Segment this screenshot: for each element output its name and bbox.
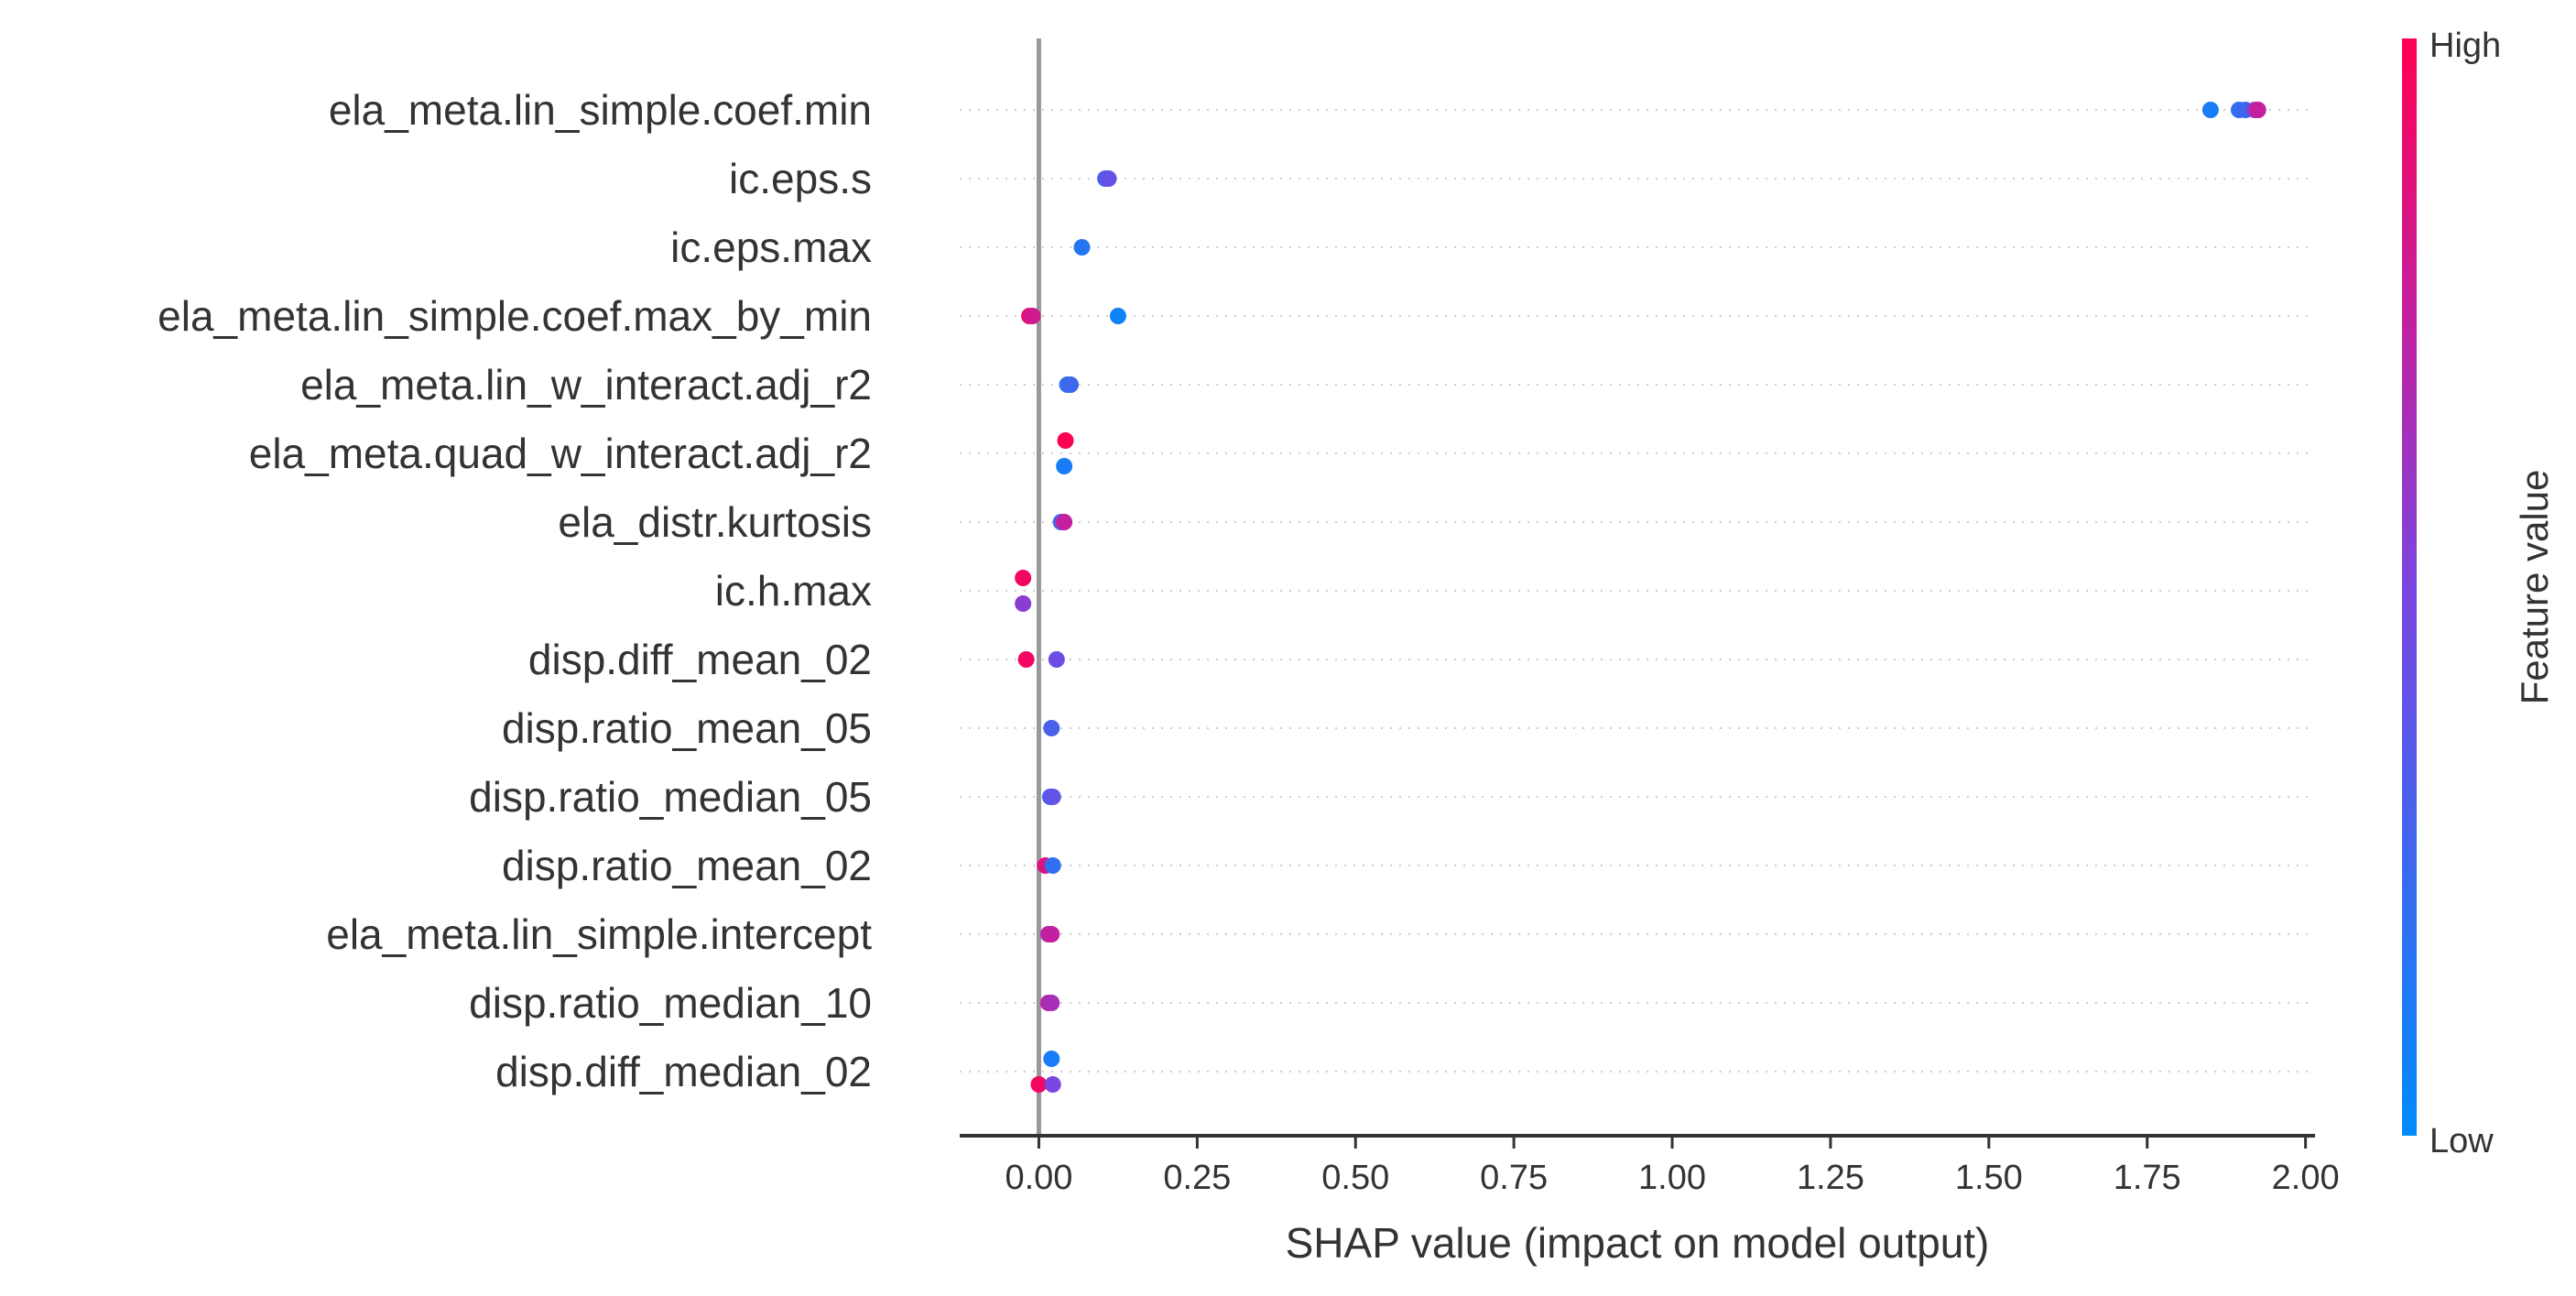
feature-label: ic.eps.max — [670, 223, 872, 271]
shap-point — [1015, 595, 1032, 612]
feature-labels: ela_meta.lin_simple.coef.min ic.eps.s ic.e… — [158, 86, 872, 1095]
shap-point — [2201, 102, 2219, 118]
shap-point — [1044, 1076, 1061, 1093]
shap-point — [1015, 570, 1032, 586]
shap-point — [1100, 170, 1117, 187]
x-ticks: 0.00 0.25 0.50 0.75 1.00 1.25 1.50 1.75 2.00 — [1005, 1136, 2340, 1197]
row-guide-lines — [960, 109, 2315, 1073]
shap-point — [1048, 651, 1065, 668]
shap-point — [1030, 1076, 1048, 1093]
x-tick-label: 1.00 — [1638, 1159, 1706, 1197]
x-tick-label: 0.00 — [1005, 1159, 1072, 1197]
x-axis: 0.00 0.25 0.50 0.75 1.00 1.25 1.50 1.75 2.00 SHA… — [960, 1134, 2340, 1267]
shap-point — [1043, 995, 1060, 1011]
feature-label: disp.ratio_median_10 — [469, 979, 872, 1027]
shap-point — [1056, 458, 1073, 474]
shap-point — [1017, 651, 1035, 668]
feature-label: disp.diff_median_02 — [495, 1048, 872, 1095]
feature-label: ic.h.max — [715, 567, 872, 615]
shap-point — [1057, 432, 1074, 449]
shap-point — [2249, 102, 2266, 118]
x-tick-label: 0.25 — [1163, 1159, 1231, 1197]
feature-label: disp.diff_mean_02 — [528, 636, 872, 683]
shap-point — [1043, 1051, 1060, 1067]
x-tick-label: 0.75 — [1480, 1159, 1548, 1197]
x-tick-label: 1.25 — [1797, 1159, 1864, 1197]
shap-point — [1043, 720, 1060, 736]
x-tick-label: 2.00 — [2272, 1159, 2340, 1197]
x-tick-label: 1.50 — [1955, 1159, 2023, 1197]
feature-label: ela_meta.lin_simple.coef.min — [329, 86, 872, 134]
shap-point — [1043, 926, 1060, 942]
feature-label: disp.ratio_mean_02 — [502, 842, 872, 889]
colorbar: High Low Feature value — [2402, 27, 2556, 1160]
shap-point — [1062, 376, 1080, 393]
feature-label: ela_meta.lin_w_interact.adj_r2 — [300, 361, 872, 408]
x-tick-label: 0.50 — [1321, 1159, 1389, 1197]
colorbar-title: Feature value — [2513, 470, 2556, 705]
shap-points — [1015, 102, 2266, 1093]
shap-point — [1024, 308, 1041, 324]
colorbar-high-label: High — [2429, 27, 2501, 65]
colorbar-gradient — [2402, 38, 2417, 1136]
x-tick-label: 1.75 — [2114, 1159, 2181, 1197]
shap-point — [1109, 308, 1126, 324]
shap-point — [1056, 514, 1073, 530]
shap-point — [1044, 789, 1061, 805]
shap-point — [1073, 239, 1091, 256]
feature-label: ela_meta.quad_w_interact.adj_r2 — [249, 430, 872, 477]
feature-label: disp.ratio_median_05 — [469, 773, 872, 821]
feature-label: ela_distr.kurtosis — [558, 498, 872, 546]
shap-point — [1044, 857, 1061, 874]
feature-label: disp.ratio_mean_05 — [502, 704, 872, 752]
feature-label: ic.eps.s — [729, 155, 872, 202]
x-axis-title: SHAP value (impact on model output) — [1286, 1219, 1990, 1267]
colorbar-low-label: Low — [2429, 1122, 2494, 1160]
feature-label: ela_meta.lin_simple.coef.max_by_min — [158, 292, 872, 340]
feature-label: ela_meta.lin_simple.intercept — [326, 910, 872, 958]
